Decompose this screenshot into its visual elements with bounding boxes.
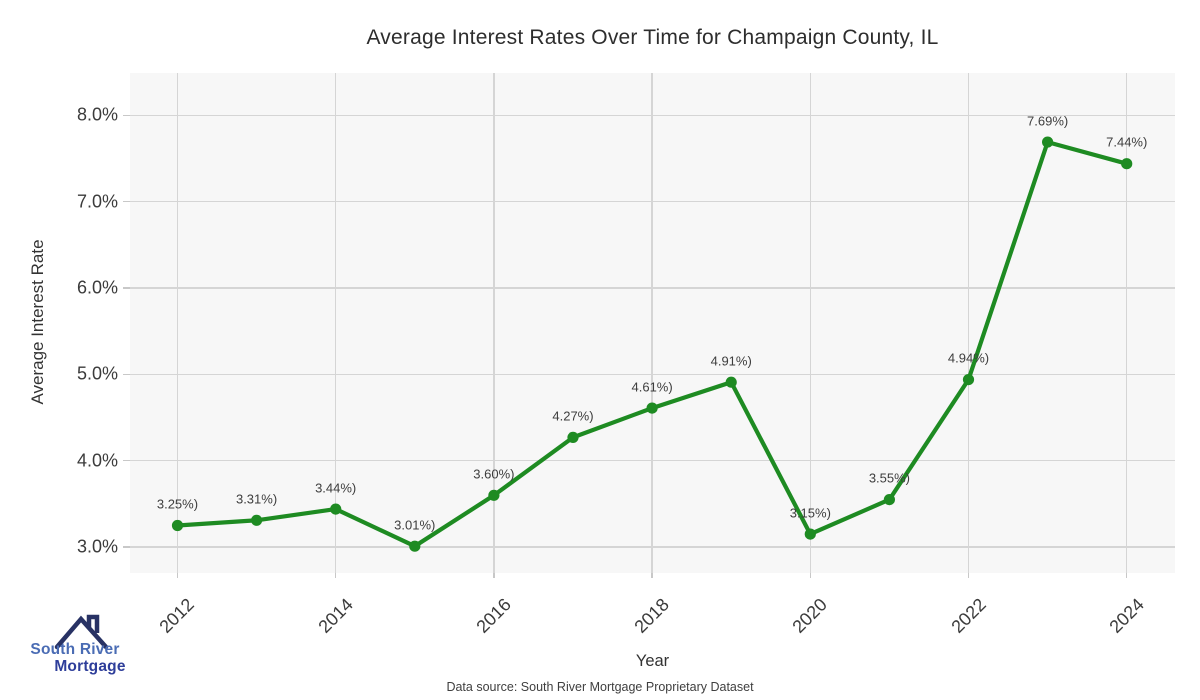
data-point-label: 3.60%): [473, 466, 515, 482]
x-tick-label: 2020: [788, 594, 832, 637]
data-point-marker: [567, 431, 579, 443]
x-tick-mark: [967, 573, 970, 578]
data-point-label: 7.44%): [1106, 134, 1148, 150]
data-point-marker: [409, 540, 421, 552]
data-point-marker: [883, 494, 896, 506]
line-series: [171, 136, 1133, 552]
x-gridline: [967, 73, 970, 573]
data-point-marker: [1042, 136, 1054, 148]
y-tick-label: 7.0%: [76, 191, 118, 212]
y-tick-mark: [123, 200, 130, 203]
data-point-label: 3.25%): [156, 496, 199, 512]
data-point-marker: [330, 503, 342, 515]
x-tick-label: 2014: [314, 594, 357, 637]
x-gridline: [1125, 73, 1128, 573]
logo-text-line1: South River: [30, 641, 120, 658]
data-point-label: 4.91%): [710, 353, 752, 369]
logo-text-line2: Mortgage: [54, 658, 126, 675]
data-point-marker: [962, 374, 975, 386]
y-tick-label: 8.0%: [76, 104, 118, 125]
x-tick-mark: [809, 573, 812, 578]
y-axis-title: Average Interest Rate: [28, 239, 47, 405]
data-point-label: 3.15%): [789, 505, 831, 521]
house-roof-icon: [54, 614, 109, 650]
chart-title: Average Interest Rates Over Time for Cha…: [366, 26, 939, 49]
y-tick-label: 6.0%: [76, 277, 118, 298]
x-gridline: [651, 73, 653, 573]
data-point-label: 4.61%): [631, 379, 673, 395]
y-tick-mark: [123, 114, 130, 117]
x-gridline: [334, 73, 337, 573]
y-tick-mark: [123, 546, 130, 548]
data-point-label: 3.55%): [868, 470, 911, 486]
x-tick-mark: [334, 573, 337, 578]
data-point-label: 3.44%): [315, 480, 357, 496]
x-gridline: [176, 73, 179, 573]
x-tick-mark: [176, 573, 179, 578]
x-tick-label: 2016: [472, 594, 515, 637]
x-axis-title: Year: [635, 652, 670, 670]
data-point-label: 3.01%): [394, 517, 436, 533]
y-tick-mark: [123, 459, 130, 462]
y-tick-label: 3.0%: [76, 536, 118, 557]
x-tick-label: 2012: [155, 594, 199, 637]
y-tick-label: 4.0%: [76, 450, 118, 471]
data-point-marker: [646, 402, 658, 414]
x-tick-label: 2024: [1105, 594, 1148, 637]
x-gridline: [809, 73, 812, 573]
y-tick-mark: [123, 373, 130, 376]
data-point-label: 3.31%): [235, 491, 278, 507]
data-point-label: 4.94%): [947, 350, 990, 366]
y-tick-label: 5.0%: [76, 363, 118, 384]
x-tick-mark: [493, 573, 495, 578]
data-point-marker: [171, 519, 184, 532]
x-tick-mark: [651, 573, 653, 578]
data-point-marker: [725, 376, 737, 388]
y-tick-mark: [123, 287, 130, 289]
data-point-label: 7.69%): [1027, 113, 1069, 129]
data-point-label: 4.27%): [552, 408, 594, 424]
plot-area: [123, 73, 1175, 578]
data-source-caption: Data source: South River Mortgage Propri…: [446, 680, 754, 694]
data-point-marker: [804, 528, 816, 540]
data-point-marker: [488, 489, 500, 501]
data-point-marker: [1121, 158, 1133, 170]
x-gridline: [493, 73, 495, 573]
x-tick-label: 2018: [630, 594, 673, 637]
x-tick-mark: [1125, 573, 1128, 578]
south-river-mortgage-logo: South River Mortgage: [22, 612, 128, 688]
data-point-marker: [251, 514, 263, 526]
x-tick-label: 2022: [946, 594, 990, 637]
